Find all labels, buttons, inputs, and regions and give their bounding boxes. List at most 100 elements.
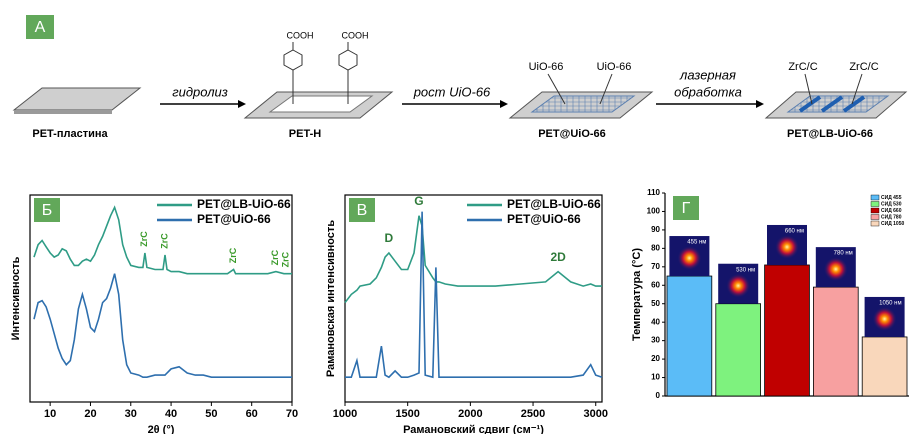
thermal-spot — [775, 234, 799, 259]
y-axis-label: Температура (°C) — [631, 248, 643, 341]
y-tick-label: 110 — [647, 188, 660, 197]
y-tick-label: 40 — [651, 317, 660, 326]
pointer — [547, 73, 566, 105]
legend-label: СИД 530 — [881, 201, 902, 207]
legend-label: PET@UiO-66 — [507, 212, 581, 226]
y-tick-label: 20 — [651, 354, 660, 363]
step-label: PET@LB-UiO-66 — [787, 128, 873, 140]
y-tick-label: 30 — [651, 336, 660, 345]
y-tick-label: 100 — [647, 207, 661, 216]
x-tick-label: 50 — [205, 408, 217, 420]
plot-frame — [29, 194, 293, 403]
panel-label: Г — [682, 200, 691, 217]
pointer — [599, 73, 613, 105]
inset-label: 455 нм — [687, 240, 706, 246]
peak-annotation: ZrC — [270, 249, 280, 265]
panel-label: A — [35, 19, 46, 36]
plot-frame — [344, 194, 603, 403]
step-label: PET-H — [289, 128, 321, 140]
y-tick-label: 10 — [651, 373, 660, 382]
arrow-label: лазерная — [679, 67, 736, 82]
x-tick-label: 20 — [84, 408, 96, 420]
bar — [764, 264, 810, 397]
inset-label: 660 нм — [785, 229, 804, 235]
peak-annotation: ZrC — [159, 233, 169, 249]
panel-label-box — [349, 198, 375, 222]
x-tick-label: 10 — [44, 408, 56, 420]
arrow-head — [500, 100, 508, 108]
step-label: PET@UiO-66 — [538, 128, 606, 140]
arrow-head — [238, 100, 246, 108]
y-tick-label: 0 — [656, 391, 661, 400]
legend-swatch — [870, 201, 880, 207]
panel-label-box — [673, 196, 699, 220]
thermal-spot — [823, 257, 848, 282]
legend-label: СИД 780 — [881, 214, 902, 220]
molecule-label: COOH — [342, 30, 369, 40]
step-label: PET-пластина — [32, 128, 108, 140]
bar — [813, 286, 859, 397]
thermal-spot — [677, 246, 702, 271]
panel-label-box — [26, 15, 54, 39]
x-tick-label: 3000 — [583, 408, 607, 420]
laser-track — [798, 95, 866, 113]
inset-label: 780 нм — [834, 251, 853, 257]
x-tick-label: 30 — [125, 408, 137, 420]
series-line — [344, 215, 602, 304]
molecule — [283, 42, 358, 104]
y-tick-label: 80 — [651, 243, 660, 252]
legend-swatch — [870, 220, 880, 227]
x-tick-label: 2000 — [458, 408, 482, 420]
inset-label: 1050 нм — [879, 301, 901, 307]
legend-label: СИД 660 — [881, 208, 902, 214]
arrow-label: обработка — [674, 84, 742, 99]
bar — [861, 336, 908, 397]
x-axis-label: 2θ (°) — [148, 424, 175, 434]
legend-label: СИД 455 — [881, 195, 902, 201]
pointer — [804, 73, 813, 105]
molecule-label: COOH — [287, 30, 314, 40]
legend-label: PET@UiO-66 — [197, 212, 271, 226]
plate — [12, 87, 142, 111]
series-line — [33, 205, 292, 275]
pointer — [851, 73, 863, 105]
mof-label: UiO-66 — [529, 61, 564, 73]
arrow-label: рост UiO-66 — [413, 84, 491, 99]
x-tick-label: 70 — [286, 408, 298, 420]
y-axis-label: Рамановская интенсивность — [325, 220, 337, 377]
x-tick-label: 1500 — [395, 408, 419, 420]
bar — [666, 275, 713, 397]
x-axis-label: Рамановский сдвиг (см⁻¹) — [403, 424, 544, 434]
peak-annotation: ZrC — [228, 247, 238, 263]
peak-annotation: ZrC — [280, 251, 290, 267]
carbide-label: ZrC/C — [849, 61, 878, 73]
mof-label: UiO-66 — [597, 61, 632, 73]
panel-label: Б — [42, 202, 53, 219]
x-tick-label: 40 — [165, 408, 177, 420]
series-line — [345, 211, 603, 379]
film — [268, 95, 374, 113]
y-axis-label: Интенсивность — [10, 256, 22, 340]
arrow-head — [756, 100, 764, 108]
legend-swatch — [870, 194, 880, 201]
y-tick-label: 90 — [651, 225, 660, 234]
series-line — [33, 273, 292, 378]
x-tick-label: 1000 — [333, 408, 357, 420]
legend-swatch — [870, 207, 880, 214]
panel-label: В — [357, 202, 368, 219]
y-tick-label: 50 — [651, 299, 660, 308]
y-tick-label: 70 — [651, 262, 660, 271]
x-tick-label: 2500 — [521, 408, 545, 420]
legend-label: СИД 1050 — [881, 221, 904, 227]
legend-swatch — [870, 214, 880, 220]
y-tick-label: 60 — [651, 280, 660, 289]
peak-annotation: D — [385, 231, 394, 245]
peak-annotation: 2D — [550, 250, 566, 264]
x-tick-label: 60 — [246, 408, 258, 420]
legend-label: PET@LB-UiO-66 — [507, 197, 601, 211]
legend-label: PET@LB-UiO-66 — [197, 197, 291, 211]
arrow-label: гидролиз — [172, 84, 228, 99]
peak-annotation: ZrC — [139, 231, 149, 247]
thermal-spot — [872, 306, 897, 331]
